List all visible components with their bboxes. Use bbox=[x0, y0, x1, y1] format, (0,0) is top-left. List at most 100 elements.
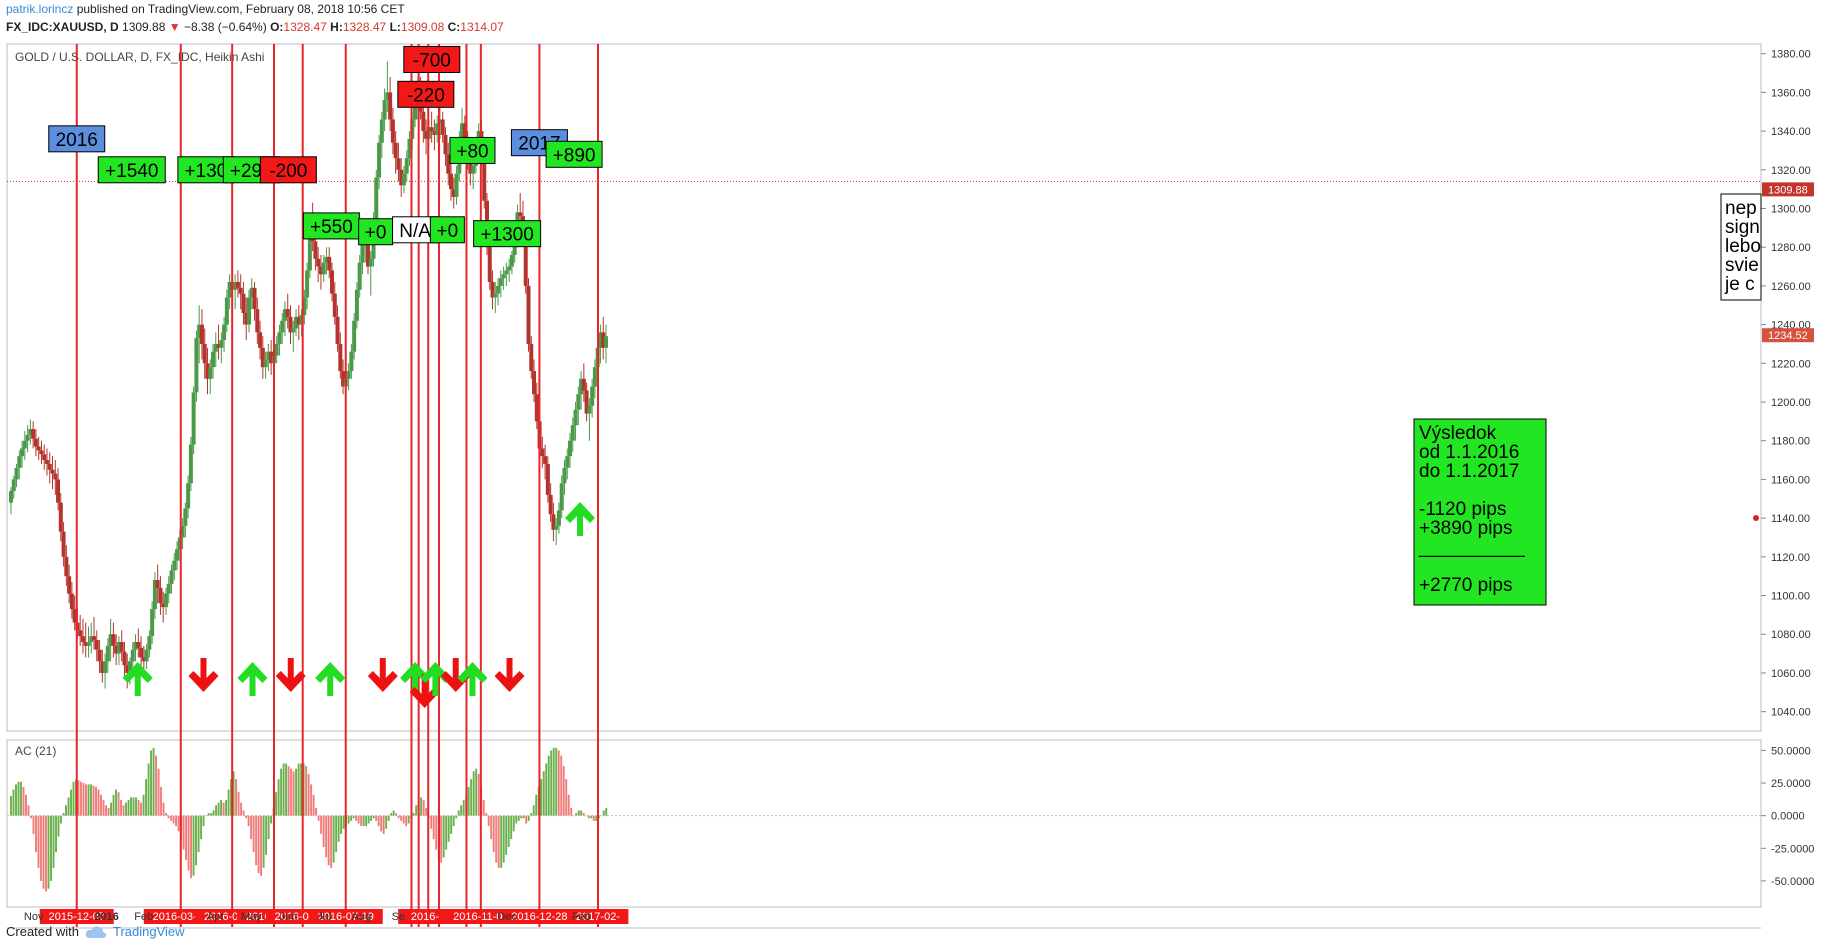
candle-body bbox=[296, 316, 301, 325]
candle-body bbox=[551, 514, 556, 530]
ac-bar bbox=[265, 815, 268, 855]
candle-body bbox=[302, 297, 307, 315]
candle-body bbox=[64, 556, 69, 577]
ac-bar bbox=[237, 792, 240, 816]
candle-body bbox=[166, 583, 171, 594]
signal-date-bg bbox=[443, 909, 518, 924]
ac-bar bbox=[125, 802, 127, 816]
close-label: C: bbox=[447, 20, 461, 34]
candle-body bbox=[150, 609, 155, 637]
annotation-box bbox=[358, 218, 394, 246]
candle-body bbox=[413, 100, 418, 120]
ac-bar bbox=[525, 815, 528, 824]
ac-bar bbox=[167, 815, 170, 819]
ac-bar bbox=[247, 815, 250, 827]
high-label: H: bbox=[330, 20, 343, 34]
candle-body bbox=[592, 367, 597, 387]
ac-bar bbox=[197, 815, 200, 853]
candle-body bbox=[432, 131, 437, 135]
ac-tick-label: 50.0000 bbox=[1771, 745, 1811, 757]
ac-bar bbox=[440, 815, 443, 863]
ac-bar bbox=[360, 815, 363, 827]
annotation-label: +0 bbox=[437, 221, 459, 242]
ac-bar bbox=[337, 815, 340, 842]
candle-body bbox=[255, 309, 260, 333]
candle-body bbox=[269, 351, 274, 364]
ac-bar bbox=[332, 815, 335, 863]
candle-body bbox=[446, 154, 451, 174]
candle-body bbox=[379, 119, 384, 143]
candle-body bbox=[36, 446, 41, 451]
ac-bar bbox=[295, 768, 298, 816]
ac-bar bbox=[460, 805, 463, 816]
ac-bar bbox=[372, 815, 375, 819]
ac-bar bbox=[582, 813, 585, 816]
ac-bar bbox=[522, 815, 525, 819]
ac-bar bbox=[152, 747, 155, 816]
ac-bar bbox=[242, 810, 245, 816]
candle-body bbox=[354, 289, 359, 321]
ac-bar bbox=[215, 805, 218, 816]
ac-bar bbox=[530, 813, 533, 816]
signal-date-bg bbox=[39, 909, 114, 924]
ac-bar bbox=[592, 815, 595, 821]
author-link[interactable]: patrik.lorincz bbox=[6, 2, 74, 16]
candle-body bbox=[208, 367, 213, 379]
candle-body bbox=[119, 641, 124, 652]
candle-body bbox=[534, 394, 539, 422]
ac-bar bbox=[85, 784, 87, 816]
candle-body bbox=[332, 293, 337, 317]
candle-body bbox=[175, 549, 180, 561]
time-tick-label: Jun bbox=[279, 911, 297, 923]
time-tick-label: Se bbox=[392, 911, 405, 923]
ac-bar bbox=[107, 807, 110, 816]
candle-body bbox=[116, 641, 121, 654]
ac-bar bbox=[515, 815, 518, 824]
ac-bar bbox=[470, 779, 473, 816]
candle-body bbox=[471, 165, 476, 174]
time-tick-label: Feb bbox=[134, 911, 153, 923]
annotation-label: 2016 bbox=[56, 130, 98, 151]
ac-bar bbox=[255, 815, 258, 866]
ac-bar bbox=[202, 815, 205, 827]
tradingview-link[interactable]: TradingView bbox=[112, 924, 185, 939]
candle-body bbox=[219, 340, 224, 348]
ac-bar bbox=[552, 747, 555, 816]
ac-bar bbox=[502, 815, 505, 863]
result-line: Výsledok bbox=[1419, 423, 1497, 444]
ac-bar bbox=[12, 789, 15, 816]
price-tag-bg bbox=[1762, 182, 1814, 197]
annotation-label: -700 bbox=[413, 50, 451, 71]
note-box bbox=[1720, 193, 1762, 301]
ac-bar bbox=[30, 815, 32, 819]
time-tick-label: Aug bbox=[351, 911, 371, 923]
candle-body bbox=[338, 343, 343, 372]
ac-tick-label: 0.0000 bbox=[1771, 811, 1805, 823]
candle-body bbox=[498, 278, 503, 286]
candle-body bbox=[565, 456, 570, 468]
time-tick-label: Nov bbox=[24, 911, 44, 923]
ac-bar bbox=[240, 802, 243, 816]
annotation-box bbox=[449, 136, 496, 164]
ac-bar bbox=[567, 794, 570, 816]
high-value: 1328.47 bbox=[342, 20, 387, 34]
ac-bar bbox=[572, 815, 575, 817]
candle-body bbox=[518, 212, 523, 217]
candle-body bbox=[404, 158, 409, 174]
ac-bar bbox=[277, 779, 280, 816]
ac-bar bbox=[457, 810, 460, 816]
ac-bar bbox=[117, 792, 120, 816]
annotation-label: +1540 bbox=[105, 161, 158, 182]
ac-bar bbox=[320, 815, 323, 834]
price-tick-label: 1380.00 bbox=[1771, 49, 1811, 61]
candle-body bbox=[468, 158, 473, 174]
candle-body bbox=[504, 270, 509, 275]
ac-bar bbox=[165, 813, 168, 816]
candle-body bbox=[89, 636, 94, 642]
candle-body bbox=[25, 434, 30, 441]
candle-body bbox=[125, 665, 130, 673]
candle-body bbox=[507, 266, 512, 271]
ac-bar bbox=[280, 768, 283, 816]
time-tick-label: Apr bbox=[207, 911, 224, 923]
